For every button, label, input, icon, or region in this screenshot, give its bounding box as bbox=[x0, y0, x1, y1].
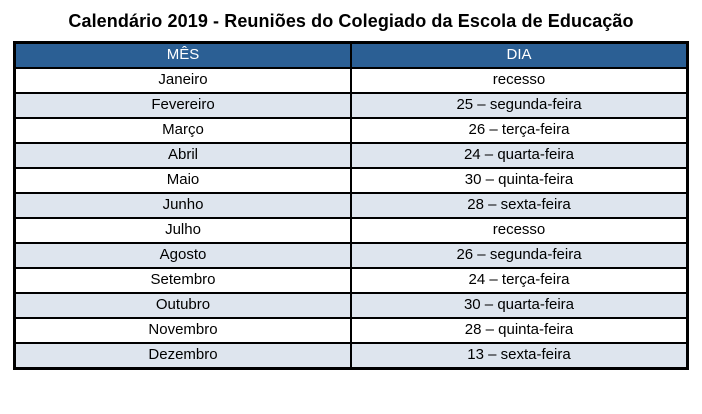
month-cell: Junho bbox=[13, 192, 352, 219]
table-row: Outubro 30 – quarta-feira bbox=[13, 292, 689, 319]
table-row: Março 26 – terça-feira bbox=[13, 117, 689, 144]
page-title: Calendário 2019 - Reuniões do Colegiado … bbox=[68, 11, 634, 31]
day-cell: 30 – quinta-feira bbox=[350, 167, 689, 194]
header-row: MÊS DIA bbox=[13, 41, 689, 69]
table-row: Agosto 26 – segunda-feira bbox=[13, 242, 689, 269]
column-header-month: MÊS bbox=[13, 41, 352, 69]
month-cell: Novembro bbox=[13, 317, 352, 344]
month-cell: Maio bbox=[13, 167, 352, 194]
table-row: Junho 28 – sexta-feira bbox=[13, 192, 689, 219]
meetings-calendar-table: MÊS DIA Janeiro recesso Fevereiro 25 – segu… bbox=[13, 41, 689, 370]
day-cell: 30 – quarta-feira bbox=[350, 292, 689, 319]
day-cell: 25 – segunda-feira bbox=[350, 92, 689, 119]
month-cell: Agosto bbox=[13, 242, 352, 269]
day-cell: 26 – terça-feira bbox=[350, 117, 689, 144]
table-row: Abril 24 – quarta-feira bbox=[13, 142, 689, 169]
day-cell: 24 – terça-feira bbox=[350, 267, 689, 294]
table-row: Julho recesso bbox=[13, 217, 689, 244]
day-cell: 13 – sexta-feira bbox=[350, 342, 689, 370]
column-header-day: DIA bbox=[350, 41, 689, 69]
day-cell: 28 – quinta-feira bbox=[350, 317, 689, 344]
month-cell: Fevereiro bbox=[13, 92, 352, 119]
month-cell: Março bbox=[13, 117, 352, 144]
day-cell: 24 – quarta-feira bbox=[350, 142, 689, 169]
day-cell: recesso bbox=[350, 67, 689, 94]
month-cell: Abril bbox=[13, 142, 352, 169]
table-header: MÊS DIA bbox=[13, 41, 689, 69]
day-cell: 26 – segunda-feira bbox=[350, 242, 689, 269]
day-cell: 28 – sexta-feira bbox=[350, 192, 689, 219]
table-row: Setembro 24 – terça-feira bbox=[13, 267, 689, 294]
day-cell: recesso bbox=[350, 217, 689, 244]
month-cell: Setembro bbox=[13, 267, 352, 294]
table-row: Maio 30 – quinta-feira bbox=[13, 167, 689, 194]
month-cell: Julho bbox=[13, 217, 352, 244]
table-row: Dezembro 13 – sexta-feira bbox=[13, 342, 689, 370]
table-row: Novembro 28 – quinta-feira bbox=[13, 317, 689, 344]
table-row: Fevereiro 25 – segunda-feira bbox=[13, 92, 689, 119]
month-cell: Dezembro bbox=[13, 342, 352, 370]
month-cell: Janeiro bbox=[13, 67, 352, 94]
table-row: Janeiro recesso bbox=[13, 67, 689, 94]
month-cell: Outubro bbox=[13, 292, 352, 319]
table-body: Janeiro recesso Fevereiro 25 – segunda-feir… bbox=[13, 67, 689, 370]
